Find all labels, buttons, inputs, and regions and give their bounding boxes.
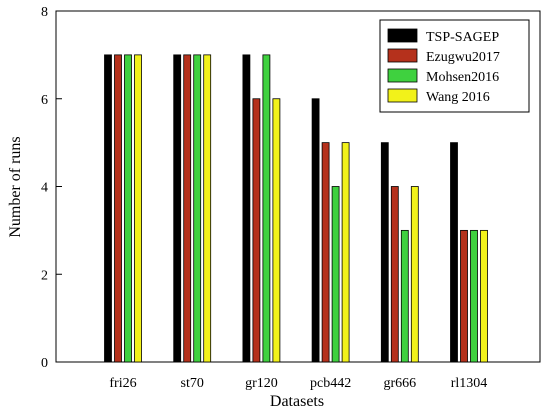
x-tick-label: rl1304 xyxy=(451,376,488,391)
x-tick-label: gr120 xyxy=(245,376,278,391)
bar xyxy=(450,142,458,363)
x-tick-label: gr666 xyxy=(383,376,416,391)
legend-swatch xyxy=(387,88,418,103)
y-tick-label: 2 xyxy=(41,268,48,283)
bar xyxy=(400,229,409,363)
bar xyxy=(124,54,132,363)
legend-label: Wang 2016 xyxy=(426,90,490,105)
y-tick-label: 0 xyxy=(41,356,48,371)
bar xyxy=(380,142,389,363)
legend-swatch xyxy=(387,28,418,43)
bar xyxy=(390,186,399,363)
bar xyxy=(311,98,320,363)
bar xyxy=(470,229,478,363)
x-tick-label: fri26 xyxy=(109,376,136,391)
bar xyxy=(252,98,261,363)
bars-layer xyxy=(104,54,488,363)
legend: TSP-SAGEP Ezugwu2017 Mohsen2016 Wang 2016 xyxy=(379,19,530,113)
bar xyxy=(193,54,202,363)
bar xyxy=(480,229,488,363)
bar xyxy=(183,54,192,363)
bar xyxy=(460,229,468,363)
x-axis-label: Datasets xyxy=(270,393,324,410)
bar xyxy=(203,54,212,363)
bar xyxy=(272,98,281,363)
y-tick-label: 6 xyxy=(41,93,48,108)
legend-label: Mohsen2016 xyxy=(426,70,499,85)
y-axis: 0 2 4 6 8 xyxy=(41,5,62,371)
x-tick-label: st70 xyxy=(181,376,204,391)
legend-swatch xyxy=(387,68,418,83)
y-axis-label: Number of runs xyxy=(7,136,24,237)
bar xyxy=(410,186,419,363)
x-tick-label: pcb442 xyxy=(310,376,351,391)
bar xyxy=(104,54,112,363)
y-tick-label: 8 xyxy=(41,5,48,20)
bar xyxy=(134,54,142,363)
y-tick-label: 4 xyxy=(41,181,48,196)
bar xyxy=(242,54,251,363)
bar xyxy=(321,142,330,363)
bar xyxy=(331,186,340,363)
legend-label: Ezugwu2017 xyxy=(426,50,500,65)
bar xyxy=(262,54,271,363)
bar xyxy=(341,142,350,363)
legend-label: TSP-SAGEP xyxy=(426,30,499,45)
bar xyxy=(114,54,122,363)
bar xyxy=(173,54,182,363)
legend-swatch xyxy=(387,48,418,63)
x-axis: fri26 st70 gr120 pcb442 gr666 rl1304 xyxy=(109,376,487,391)
